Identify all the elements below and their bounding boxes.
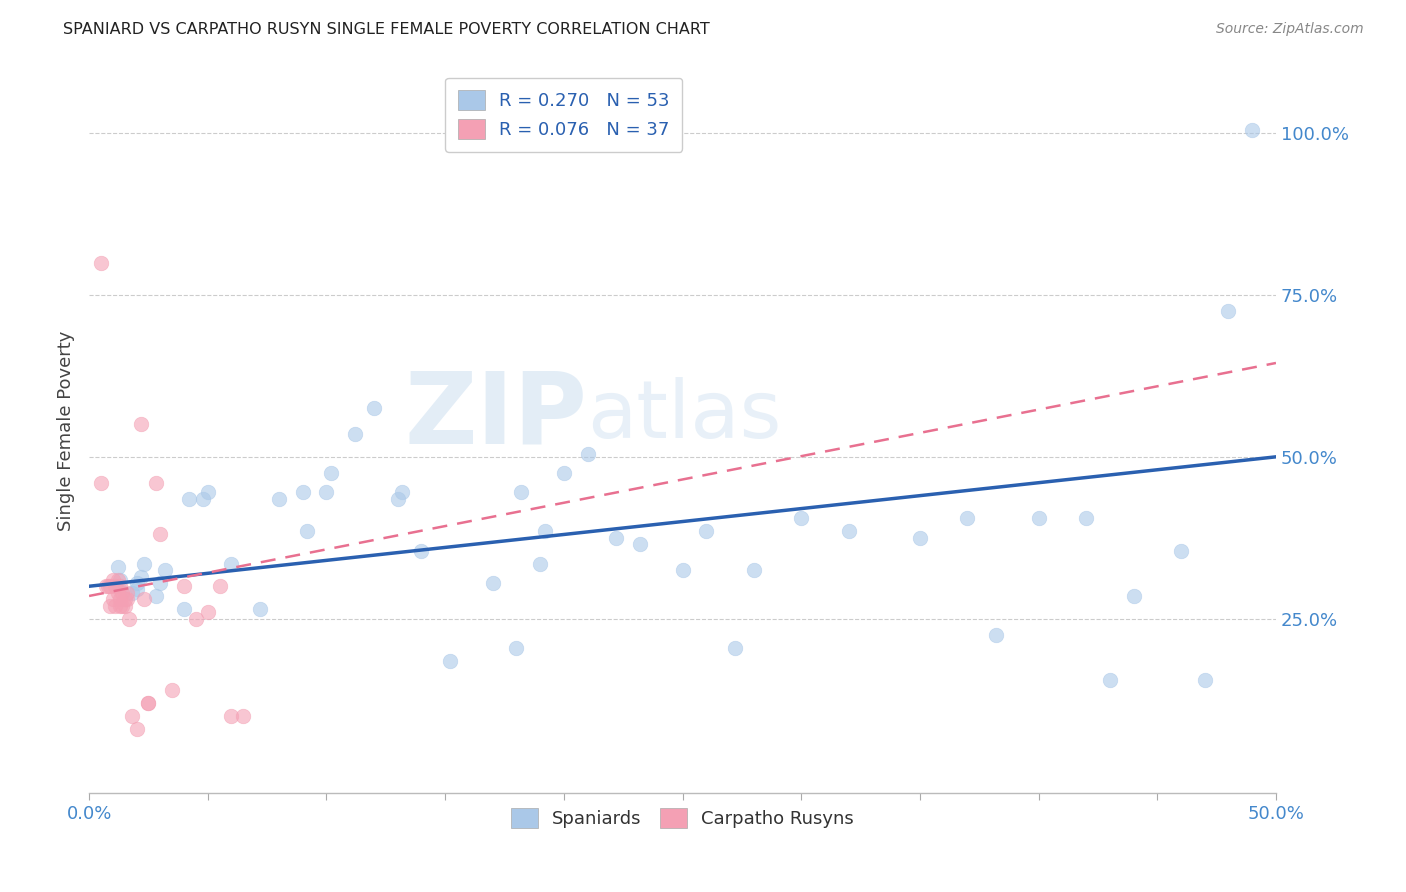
Point xyxy=(118,612,141,626)
Point xyxy=(387,491,409,506)
Point xyxy=(90,475,112,490)
Text: atlas: atlas xyxy=(588,377,782,456)
Point xyxy=(249,602,271,616)
Point xyxy=(107,585,129,599)
Point xyxy=(145,475,167,490)
Point xyxy=(321,466,343,480)
Point xyxy=(510,485,533,500)
Point xyxy=(111,599,134,613)
Point xyxy=(1241,123,1264,137)
Point xyxy=(505,640,527,655)
Point xyxy=(97,579,120,593)
Point xyxy=(297,524,319,539)
Point xyxy=(101,573,124,587)
Point xyxy=(1194,673,1216,687)
Point xyxy=(149,527,172,541)
Text: Source: ZipAtlas.com: Source: ZipAtlas.com xyxy=(1216,22,1364,37)
Point xyxy=(1218,304,1240,318)
Point xyxy=(121,708,143,723)
Point xyxy=(1028,511,1050,525)
Point xyxy=(177,491,200,506)
Point xyxy=(671,563,693,577)
Point xyxy=(529,557,551,571)
Point xyxy=(956,511,979,525)
Point xyxy=(838,524,860,539)
Point xyxy=(391,485,413,500)
Point xyxy=(90,255,112,269)
Point xyxy=(108,579,131,593)
Point xyxy=(184,612,207,626)
Point xyxy=(343,427,366,442)
Point xyxy=(984,628,1007,642)
Point xyxy=(553,466,575,480)
Point xyxy=(125,582,148,597)
Point xyxy=(107,559,129,574)
Point xyxy=(104,579,127,593)
Point xyxy=(173,602,195,616)
Point xyxy=(291,485,314,500)
Point xyxy=(160,682,183,697)
Point xyxy=(104,599,127,613)
Point xyxy=(197,605,219,619)
Point xyxy=(221,708,243,723)
Point xyxy=(628,537,651,551)
Point xyxy=(481,576,503,591)
Point xyxy=(191,491,214,506)
Point xyxy=(534,524,557,539)
Point xyxy=(411,543,433,558)
Point xyxy=(742,563,765,577)
Point xyxy=(125,722,148,736)
Point xyxy=(232,708,254,723)
Point xyxy=(108,599,131,613)
Point xyxy=(315,485,337,500)
Point xyxy=(114,592,136,607)
Point xyxy=(129,569,152,583)
Point xyxy=(132,557,155,571)
Point xyxy=(100,599,122,613)
Y-axis label: Single Female Poverty: Single Female Poverty xyxy=(58,331,75,531)
Point xyxy=(908,531,931,545)
Point xyxy=(138,696,160,710)
Point xyxy=(138,696,160,710)
Point xyxy=(208,579,231,593)
Point xyxy=(1074,511,1097,525)
Point xyxy=(108,592,131,607)
Point xyxy=(221,557,243,571)
Point xyxy=(1098,673,1121,687)
Point xyxy=(1170,543,1192,558)
Point xyxy=(153,563,176,577)
Point xyxy=(145,589,167,603)
Point xyxy=(605,531,627,545)
Point xyxy=(1122,589,1144,603)
Point xyxy=(132,592,155,607)
Point xyxy=(790,511,813,525)
Point xyxy=(107,573,129,587)
Point xyxy=(111,585,134,599)
Point xyxy=(100,579,122,593)
Point xyxy=(115,592,138,607)
Point xyxy=(115,585,138,599)
Point xyxy=(439,654,461,668)
Point xyxy=(121,585,143,599)
Point xyxy=(576,447,599,461)
Point xyxy=(197,485,219,500)
Point xyxy=(125,576,148,591)
Point xyxy=(101,592,124,607)
Point xyxy=(108,573,131,587)
Point xyxy=(129,417,152,432)
Point xyxy=(267,491,290,506)
Point xyxy=(724,640,747,655)
Point xyxy=(363,401,385,416)
Text: ZIP: ZIP xyxy=(405,368,588,465)
Point xyxy=(149,576,172,591)
Point xyxy=(114,599,136,613)
Point xyxy=(173,579,195,593)
Legend: Spaniards, Carpatho Rusyns: Spaniards, Carpatho Rusyns xyxy=(503,801,862,835)
Point xyxy=(695,524,717,539)
Text: SPANIARD VS CARPATHO RUSYN SINGLE FEMALE POVERTY CORRELATION CHART: SPANIARD VS CARPATHO RUSYN SINGLE FEMALE… xyxy=(63,22,710,37)
Point xyxy=(94,579,117,593)
